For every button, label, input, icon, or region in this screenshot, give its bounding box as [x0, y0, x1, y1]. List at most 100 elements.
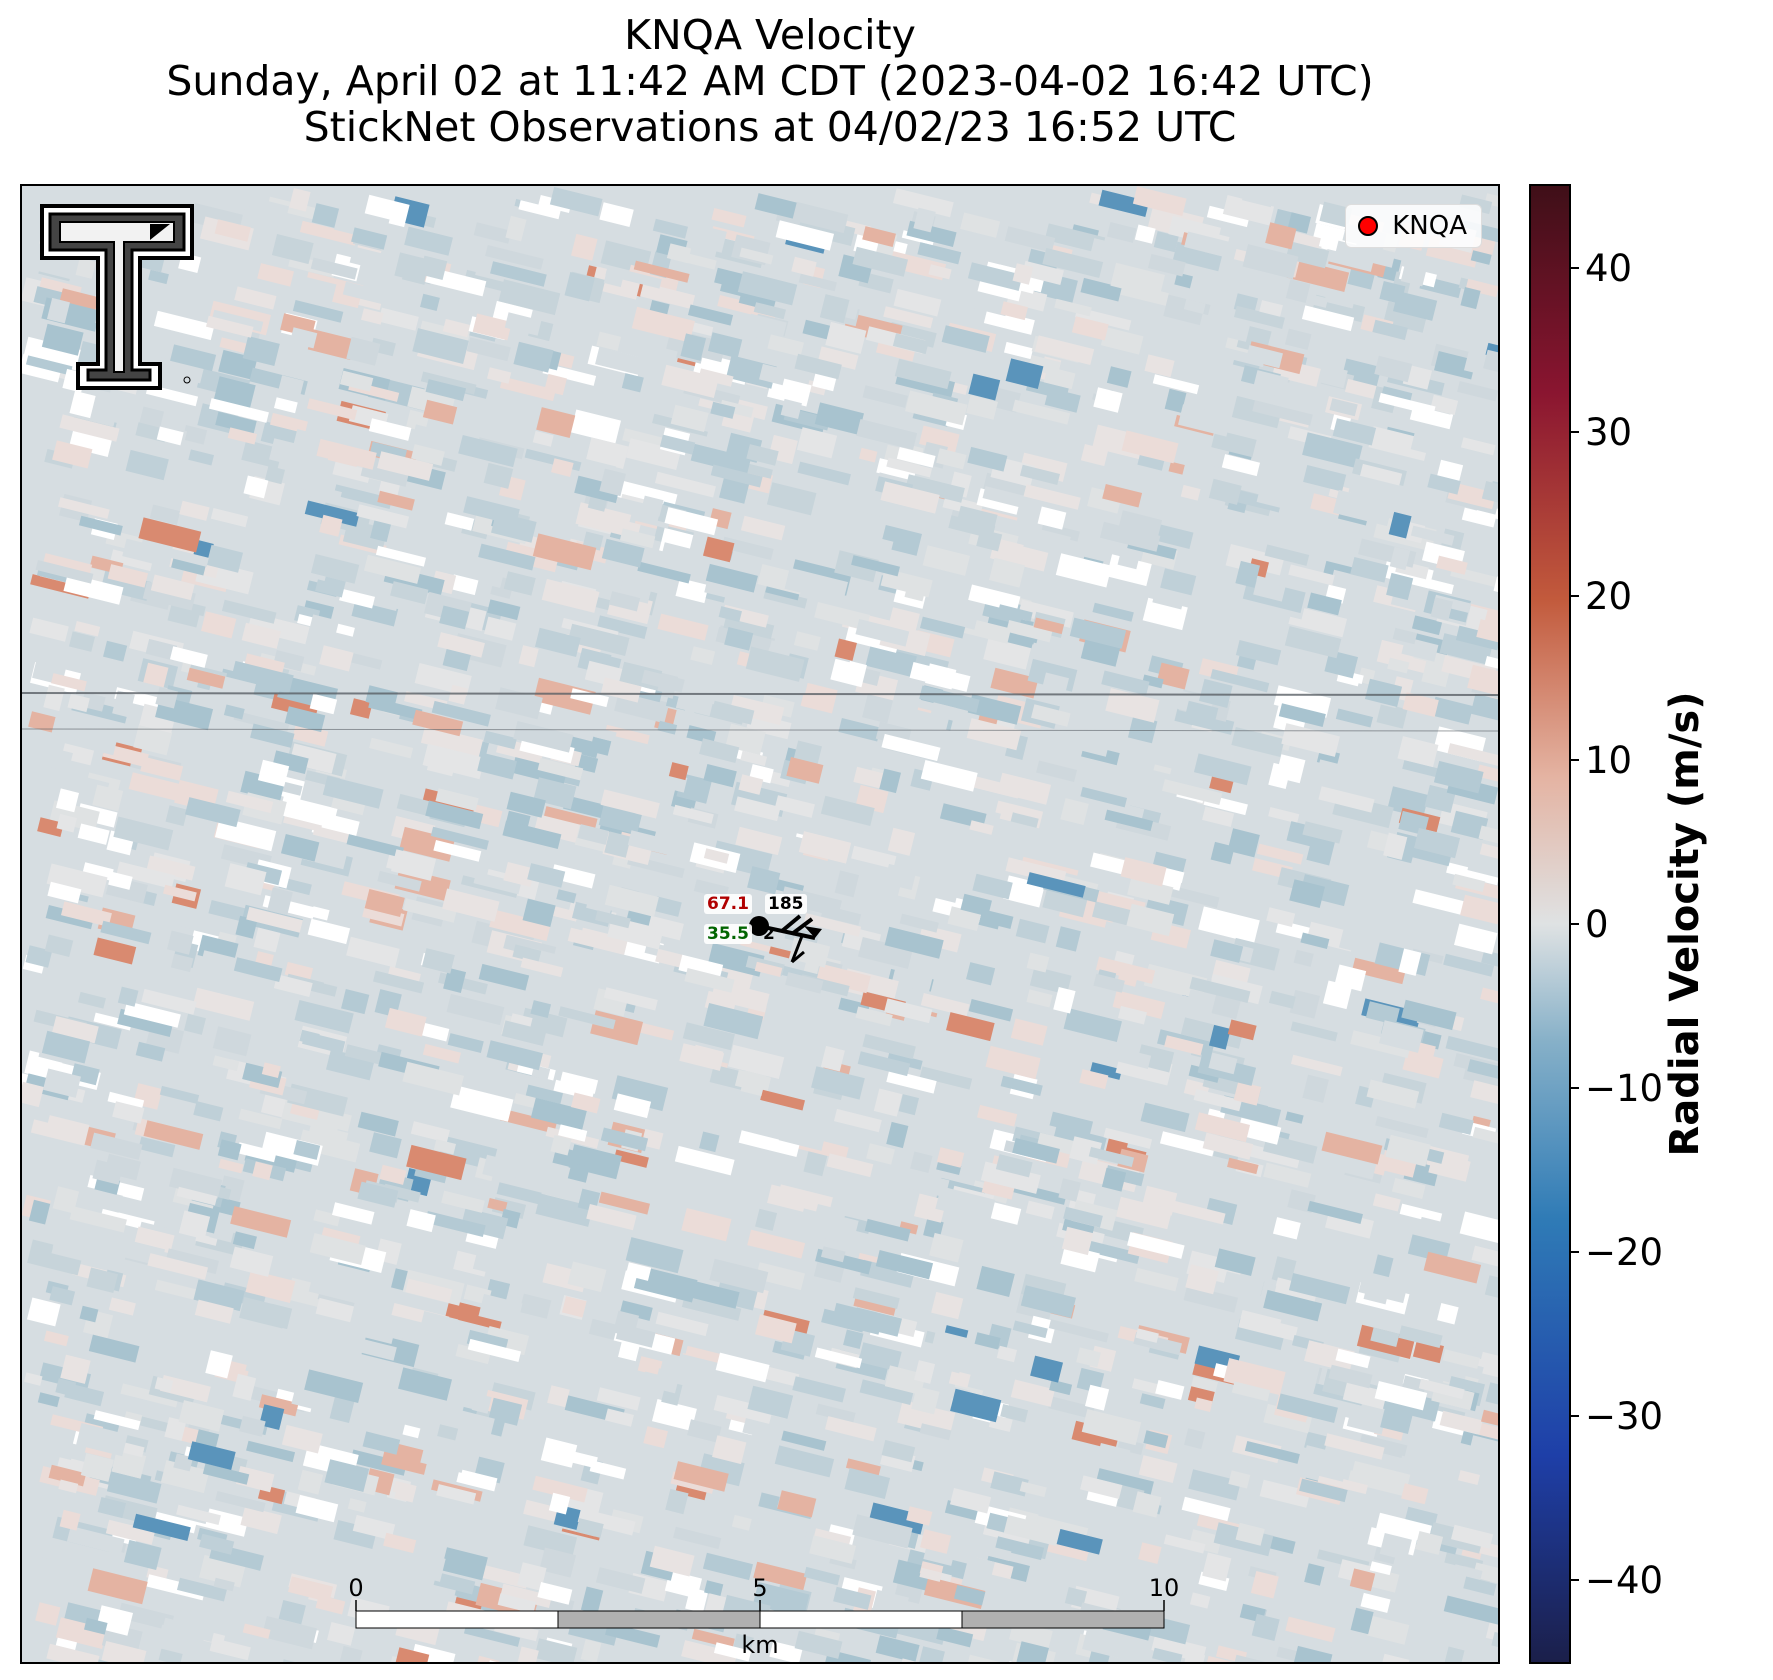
velocity-gate [784, 567, 849, 604]
velocity-gate [108, 1297, 136, 1316]
velocity-gate [441, 1190, 485, 1213]
velocity-gate [678, 954, 724, 981]
velocity-gate [178, 1210, 211, 1240]
texas-tech-logo-icon [40, 204, 194, 390]
velocity-gate [100, 920, 152, 945]
velocity-gate [264, 465, 285, 485]
velocity-gate [947, 1209, 990, 1235]
velocity-gate [589, 736, 612, 756]
velocity-gate [1153, 601, 1175, 625]
velocity-gate [1268, 990, 1296, 1009]
velocity-gate [49, 1286, 76, 1306]
velocity-gate [640, 495, 664, 517]
velocity-gate [881, 733, 941, 762]
velocity-gate [176, 1186, 218, 1206]
velocity-gate [1006, 620, 1053, 643]
velocity-gate [1423, 1251, 1482, 1284]
velocity-gate [1102, 483, 1143, 508]
velocity-gate [681, 1294, 742, 1321]
velocity-gate [656, 1368, 695, 1388]
colorbar-tick-label: 10 [1585, 739, 1632, 782]
velocity-gate [235, 1466, 275, 1493]
velocity-gate [1143, 1430, 1169, 1449]
velocity-gate [133, 724, 173, 756]
velocity-gate [1019, 464, 1060, 485]
velocity-gate [905, 474, 965, 503]
velocity-gate [1221, 454, 1261, 477]
velocity-gate [815, 1403, 856, 1424]
velocity-gate [499, 376, 556, 402]
velocity-gate [1051, 1527, 1103, 1555]
velocity-gate [93, 1012, 133, 1031]
velocity-gate [267, 887, 293, 916]
velocity-gate [138, 517, 202, 553]
velocity-gate [734, 796, 781, 822]
velocity-gate [1112, 990, 1166, 1019]
velocity-gate [1071, 316, 1109, 341]
velocity-gate [240, 1506, 282, 1535]
velocity-gate [69, 1206, 127, 1233]
velocity-gate [1463, 1576, 1497, 1596]
velocity-gate [1492, 423, 1498, 448]
velocity-gate [864, 1218, 911, 1242]
velocity-gate [239, 1415, 266, 1437]
velocity-gate [1335, 1348, 1371, 1369]
velocity-gate [936, 1626, 974, 1648]
velocity-gate [160, 1460, 210, 1494]
velocity-gate [179, 500, 210, 521]
velocity-gate [1452, 873, 1486, 893]
velocity-gate [68, 631, 96, 652]
velocity-gate [550, 864, 596, 889]
velocity-gate [625, 1237, 684, 1274]
velocity-gate [530, 1000, 552, 1018]
velocity-gate [1319, 201, 1353, 228]
velocity-gate [707, 943, 765, 977]
velocity-gate [834, 550, 879, 583]
velocity-gate [1271, 1355, 1321, 1390]
velocity-gate [1021, 1228, 1057, 1255]
velocity-gate [90, 867, 133, 890]
velocity-gate [551, 458, 574, 477]
radar-plot-area[interactable]: 0 5 10 km 67.1 185 35.5 2 KNQA [20, 184, 1500, 1664]
velocity-gate [528, 948, 582, 972]
velocity-gate [274, 397, 298, 414]
velocity-gate [505, 215, 527, 242]
velocity-gate [682, 1022, 735, 1051]
velocity-gate [785, 972, 824, 994]
velocity-gate [595, 727, 617, 742]
velocity-gate [1005, 358, 1044, 389]
velocity-gate [1026, 872, 1086, 898]
velocity-gate [852, 246, 909, 277]
velocity-gate [899, 913, 939, 933]
velocity-gate [46, 863, 108, 898]
velocity-gate [1095, 956, 1156, 984]
velocity-gate [162, 1617, 215, 1642]
velocity-gate [1348, 475, 1411, 507]
velocity-gate [315, 1297, 355, 1323]
velocity-gate [153, 310, 215, 341]
velocity-gate [1030, 1355, 1064, 1383]
velocity-gate [145, 638, 178, 661]
velocity-gate [396, 793, 432, 816]
velocity-gate [760, 1464, 795, 1482]
velocity-gate [886, 1121, 909, 1149]
velocity-gate [1372, 319, 1408, 341]
velocity-gate [170, 344, 217, 372]
velocity-gate [1055, 926, 1081, 952]
velocity-gate [242, 1062, 283, 1089]
velocity-gate [657, 720, 678, 735]
velocity-gate [627, 830, 679, 857]
velocity-gate [1021, 260, 1064, 285]
velocity-gate [1307, 592, 1342, 616]
velocity-gate [821, 905, 862, 926]
velocity-gate [182, 425, 208, 445]
velocity-gate [1120, 857, 1167, 887]
velocity-gate [489, 909, 551, 942]
velocity-gate [41, 1030, 91, 1064]
velocity-gate [22, 1081, 44, 1108]
velocity-gate [1481, 480, 1498, 504]
velocity-gate [897, 1400, 956, 1436]
velocity-gate [972, 873, 1013, 900]
velocity-gate [873, 1088, 903, 1117]
velocity-gate [1398, 1325, 1443, 1348]
